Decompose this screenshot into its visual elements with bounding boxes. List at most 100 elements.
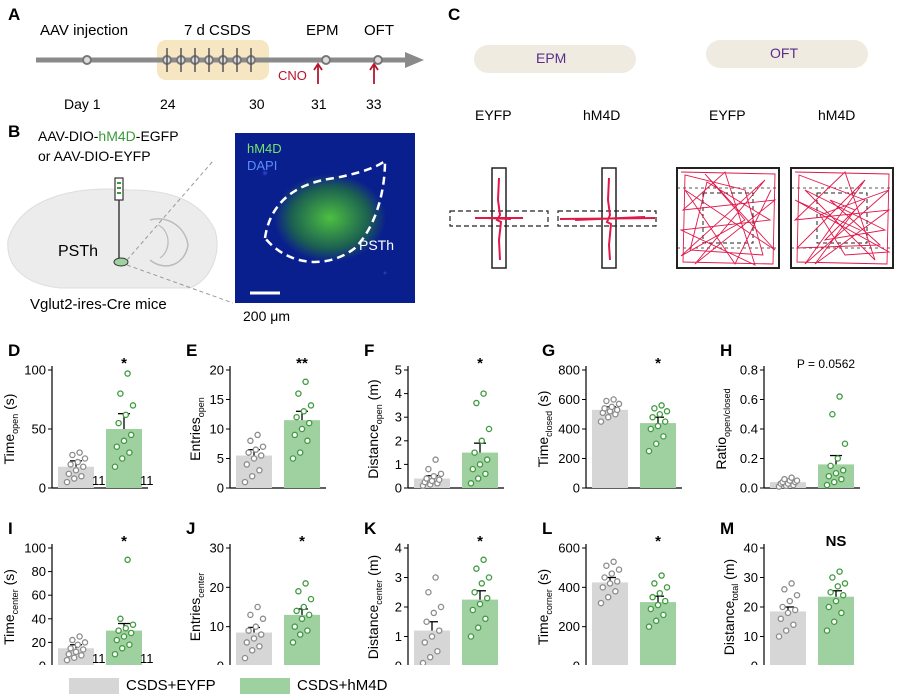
csds-label: 7 d CSDS — [184, 22, 251, 39]
data-point — [67, 461, 74, 468]
y-tick-label: 0.6 — [740, 392, 758, 407]
oft-center-zone — [702, 192, 754, 244]
data-point — [610, 558, 617, 566]
bar-hm4d — [640, 423, 676, 488]
data-point — [257, 452, 265, 459]
y-tick-label: 100 — [24, 541, 46, 556]
y-tick-label: 0 — [395, 481, 402, 496]
micro-psth-label: PSTh — [359, 237, 395, 253]
data-point — [127, 629, 135, 637]
data-point — [660, 611, 667, 619]
data-point — [827, 462, 834, 470]
epm-title: EPM — [536, 50, 567, 66]
panel-label-m: M — [720, 519, 734, 538]
epm-pill — [474, 45, 636, 73]
data-point — [256, 467, 263, 474]
data-point — [302, 580, 309, 587]
data-point — [476, 461, 484, 468]
y-tick-label: 100 — [24, 363, 46, 378]
data-point — [65, 650, 73, 658]
data-point — [248, 647, 256, 654]
data-point — [830, 478, 838, 486]
legend-swatch-eyfp — [69, 678, 119, 694]
y-axis-label: Distancecenter (m) — [365, 555, 384, 659]
data-point — [79, 463, 87, 471]
epm-hm4d-trace — [559, 177, 656, 261]
data-point — [259, 615, 267, 623]
data-point — [295, 588, 302, 595]
oft-eyfp-trace — [679, 171, 777, 266]
y-tick-label: 0.4 — [740, 422, 758, 437]
panel-label-c: C — [448, 5, 461, 24]
data-point — [241, 654, 249, 662]
data-point — [115, 419, 122, 427]
data-point — [296, 449, 304, 456]
significance-label: NS — [826, 533, 847, 550]
y-tick-label: 10 — [744, 629, 758, 644]
y-tick-label: 0.0 — [740, 481, 758, 496]
bar-eyfp — [592, 409, 628, 488]
data-point — [81, 639, 89, 646]
data-point — [289, 455, 297, 462]
data-point — [248, 472, 256, 480]
data-point — [432, 574, 439, 581]
data-point — [832, 469, 840, 477]
data-point — [471, 449, 478, 456]
data-point — [656, 589, 664, 597]
data-point — [115, 627, 122, 634]
data-point — [651, 405, 658, 412]
chart-l: L 0 200 400 600 Timecorner (s) * — [535, 519, 676, 665]
y-tick-label: 200 — [558, 619, 580, 634]
data-point — [425, 588, 432, 596]
data-point — [250, 635, 258, 642]
oft-title: OFT — [770, 45, 798, 61]
y-axis-label: Entriescenter — [187, 573, 206, 642]
y-tick-label: 40 — [744, 541, 758, 556]
epm-open-arm — [557, 210, 657, 227]
panel-label-l: L — [542, 519, 552, 538]
data-point — [241, 478, 249, 486]
data-point — [791, 606, 799, 614]
significance-label: P = 0.0562 — [797, 357, 855, 371]
panel-label-a: A — [8, 5, 21, 24]
data-point — [63, 656, 71, 664]
data-point — [601, 574, 608, 581]
data-point — [478, 437, 486, 445]
data-point — [832, 597, 840, 605]
data-point — [435, 476, 443, 483]
y-axis-label: Timecenter (s) — [1, 569, 20, 645]
data-point — [777, 615, 785, 623]
oft-hm4d-label: hM4D — [818, 107, 856, 123]
significance-label: * — [477, 533, 483, 550]
data-point — [305, 611, 313, 619]
n-label: 11 — [92, 473, 106, 488]
data-point — [604, 593, 612, 601]
data-point — [126, 449, 133, 456]
significance-label: * — [655, 533, 661, 550]
data-point — [663, 408, 671, 415]
data-point — [834, 455, 842, 462]
oft-arena — [790, 167, 894, 269]
data-point — [647, 425, 655, 433]
n-label: 11 — [92, 651, 106, 665]
data-point — [483, 594, 491, 602]
data-point — [829, 574, 836, 581]
data-point — [827, 588, 834, 596]
y-tick-label: 0 — [39, 659, 46, 666]
mouse-line-label: Vglut2-ires-Cre mice — [30, 296, 167, 313]
data-point — [838, 475, 845, 483]
y-tick-label: 80 — [32, 564, 46, 579]
significance-label: * — [121, 355, 127, 372]
y-tick-label: 600 — [558, 541, 580, 556]
y-tick-label: 400 — [558, 422, 580, 437]
panel-label-k: K — [364, 519, 377, 538]
data-point — [608, 570, 616, 577]
data-point — [612, 588, 619, 595]
y-tick-label: 50 — [32, 422, 46, 437]
data-point — [613, 578, 621, 585]
y-tick-label: 5 — [217, 451, 224, 466]
data-point — [72, 467, 80, 474]
y-tick-label: 20 — [744, 600, 758, 615]
data-point — [81, 455, 89, 462]
